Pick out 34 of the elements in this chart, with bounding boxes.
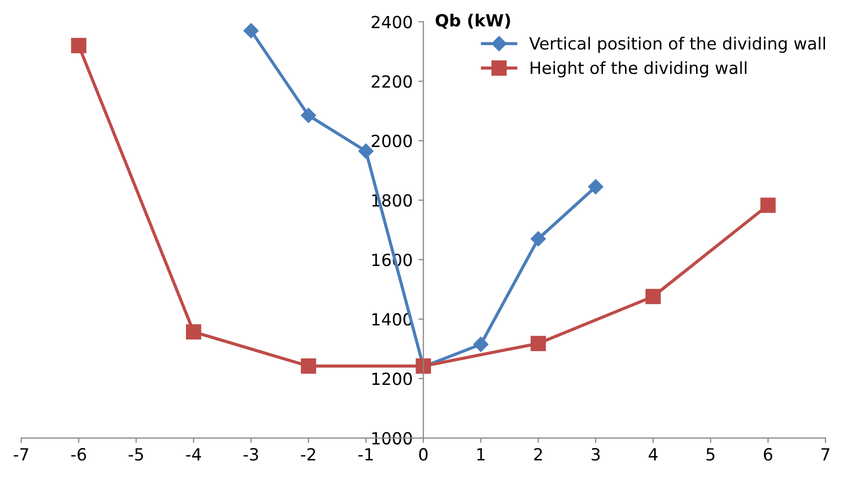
x-tick-label: 5	[706, 448, 714, 461]
point	[473, 336, 488, 352]
x-tick-label: -7	[14, 448, 28, 460]
x-tick-label: 3	[592, 448, 600, 461]
point	[243, 23, 259, 38]
point	[530, 336, 546, 352]
y-tick-label: 2200	[372, 75, 412, 88]
y-tick-label: 2000	[372, 134, 412, 148]
y-tick-label: 1200	[372, 372, 412, 386]
point	[186, 324, 202, 340]
x-tick-label: 2	[534, 448, 542, 460]
x-tick-label: -2	[300, 448, 316, 460]
legend-label: Height of the dividing wall	[530, 61, 746, 78]
point	[588, 179, 604, 194]
x-tick-label: -1	[358, 448, 373, 460]
x-tick-label: -3	[244, 448, 258, 461]
point	[300, 358, 316, 374]
point	[300, 108, 316, 124]
y-tick-label: 2400	[372, 16, 412, 28]
point	[358, 144, 374, 159]
point	[530, 231, 546, 246]
x-tick-label: 0	[419, 448, 428, 461]
x-tick-label: -6	[71, 448, 86, 461]
point	[71, 38, 86, 54]
point	[760, 198, 776, 213]
legend-label: Vertical position of the dividing wall	[529, 36, 825, 53]
x-tick-label: -4	[186, 448, 201, 460]
x-tick-label: 1	[477, 448, 485, 460]
x-tick-label: 7	[822, 448, 830, 460]
x-tick-label: 4	[648, 448, 658, 460]
x-tick-label: 6	[764, 448, 772, 461]
y-axis-title: Qb (kW)	[436, 14, 510, 29]
x-tick-label: -5	[128, 448, 144, 461]
point	[646, 288, 661, 304]
